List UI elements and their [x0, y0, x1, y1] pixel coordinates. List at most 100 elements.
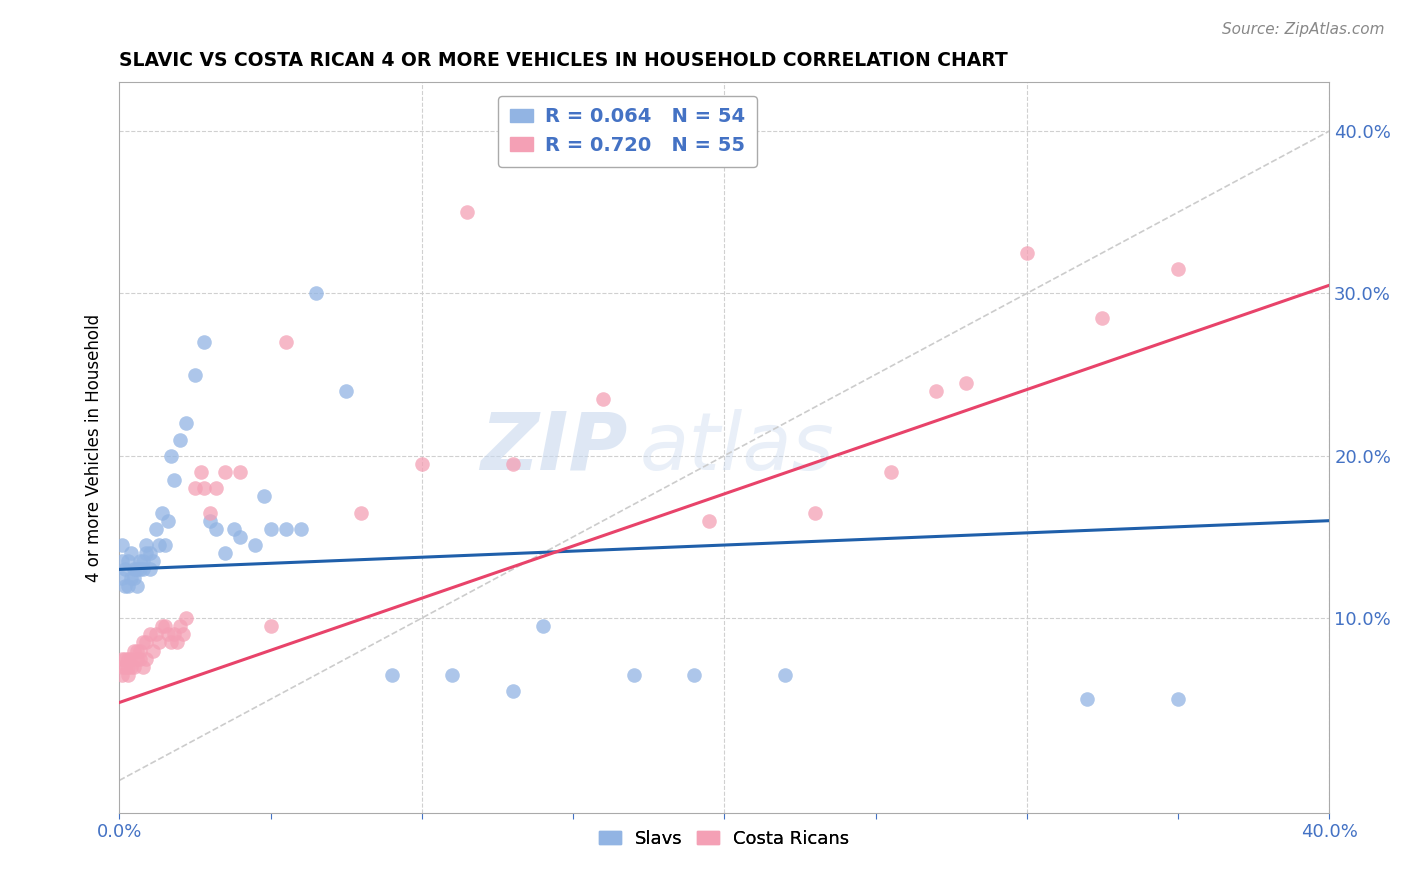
Point [114, 651, 136, 665]
Point [120, 570, 142, 584]
Point [184, 481, 207, 495]
Point [148, 538, 170, 552]
Point [129, 643, 152, 657]
Point [259, 619, 281, 633]
Point [169, 433, 191, 447]
Point [253, 489, 276, 503]
Point [153, 619, 176, 633]
Point [166, 635, 188, 649]
Point [145, 522, 167, 536]
Point [440, 668, 463, 682]
Point [127, 651, 149, 665]
Point [150, 619, 173, 633]
Point [127, 579, 149, 593]
Point [350, 506, 373, 520]
Point [159, 449, 181, 463]
Point [135, 546, 157, 560]
Point [156, 627, 179, 641]
Text: ZIP: ZIP [479, 409, 627, 487]
Point [117, 668, 139, 682]
Point [132, 562, 155, 576]
Point [163, 627, 186, 641]
Point [229, 530, 252, 544]
Point [156, 514, 179, 528]
Point [117, 660, 139, 674]
Point [804, 506, 827, 520]
Point [120, 546, 142, 560]
Point [114, 579, 136, 593]
Text: Source: ZipAtlas.com: Source: ZipAtlas.com [1222, 22, 1385, 37]
Point [290, 522, 312, 536]
Text: SLAVIC VS COSTA RICAN 4 OR MORE VEHICLES IN HOUSEHOLD CORRELATION CHART: SLAVIC VS COSTA RICAN 4 OR MORE VEHICLES… [120, 51, 1008, 70]
Point [190, 465, 212, 479]
Point [773, 668, 796, 682]
Point [129, 562, 152, 576]
Point [117, 579, 139, 593]
Point [138, 562, 160, 576]
Point [127, 562, 149, 576]
Point [592, 392, 614, 406]
Point [531, 619, 554, 633]
Point [697, 514, 720, 528]
Point [135, 538, 157, 552]
Point [198, 506, 221, 520]
Point [114, 562, 136, 576]
Point [879, 465, 901, 479]
Point [925, 384, 948, 398]
Point [1091, 310, 1114, 325]
Point [117, 651, 139, 665]
Point [120, 651, 142, 665]
Y-axis label: 4 or more Vehicles in Household: 4 or more Vehicles in Household [86, 314, 103, 582]
Point [305, 286, 328, 301]
Point [335, 384, 357, 398]
Point [1167, 262, 1189, 277]
Point [259, 522, 281, 536]
Point [502, 457, 524, 471]
Point [245, 538, 267, 552]
Point [132, 660, 155, 674]
Point [132, 635, 155, 649]
Point [120, 660, 142, 674]
Point [138, 546, 160, 560]
Point [683, 668, 706, 682]
Point [174, 611, 197, 625]
Point [150, 506, 173, 520]
Point [172, 627, 194, 641]
Point [623, 668, 645, 682]
Point [224, 522, 246, 536]
Point [124, 562, 146, 576]
Point [124, 570, 146, 584]
Point [169, 619, 191, 633]
Point [411, 457, 433, 471]
Point [1015, 245, 1038, 260]
Point [198, 514, 221, 528]
Point [124, 660, 146, 674]
Point [141, 643, 163, 657]
Point [111, 554, 134, 568]
Point [274, 335, 297, 350]
Point [132, 554, 155, 568]
Point [193, 481, 215, 495]
Point [148, 635, 170, 649]
Point [229, 465, 252, 479]
Point [193, 335, 215, 350]
Point [135, 635, 157, 649]
Point [955, 376, 977, 390]
Point [174, 417, 197, 431]
Point [214, 465, 236, 479]
Legend: Slavs, Costa Ricans: Slavs, Costa Ricans [592, 822, 856, 855]
Point [135, 651, 157, 665]
Point [145, 627, 167, 641]
Point [159, 635, 181, 649]
Point [111, 660, 134, 674]
Point [205, 522, 228, 536]
Point [1076, 692, 1098, 706]
Point [456, 205, 478, 219]
Point [214, 546, 236, 560]
Point [205, 481, 228, 495]
Point [163, 473, 186, 487]
Point [274, 522, 297, 536]
Point [502, 684, 524, 698]
Point [129, 651, 152, 665]
Point [380, 668, 402, 682]
